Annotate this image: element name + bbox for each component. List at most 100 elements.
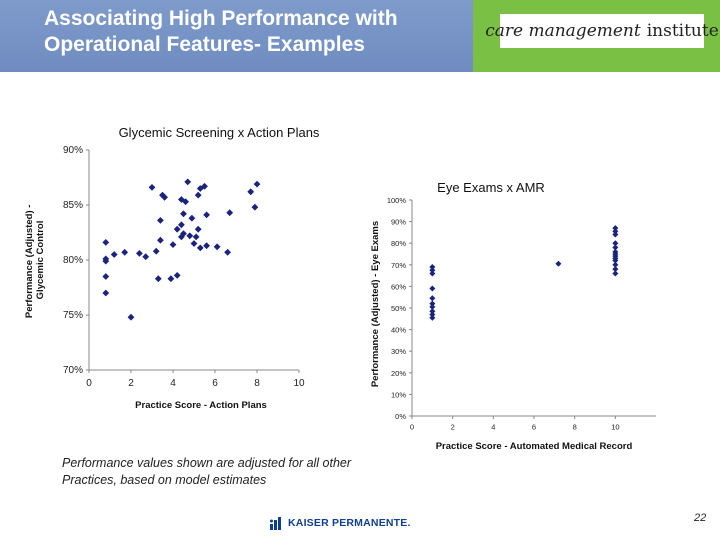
chart1-point <box>167 275 175 283</box>
chart2-point <box>612 257 619 264</box>
chart1-xtick-label: 10 <box>293 378 305 389</box>
brand-suffix: institute <box>646 21 719 41</box>
chart2-point <box>429 263 436 270</box>
chart1-point <box>178 221 185 229</box>
chart2-ytick-label: 60% <box>391 282 406 291</box>
chart2-title: Eye Exams x AMR <box>437 180 545 195</box>
chart1-point <box>152 247 160 255</box>
chart2-ytick-label: 80% <box>391 239 406 248</box>
chart1-point <box>194 225 202 233</box>
chart1-point <box>136 250 143 257</box>
chart1-point <box>253 180 261 188</box>
chart1-xtick-label: 8 <box>254 378 260 389</box>
chart1-point <box>161 193 168 201</box>
chart2-ytick-label: 0% <box>395 412 406 421</box>
chart1-point <box>178 196 185 203</box>
chart1-point <box>148 184 156 191</box>
chart2-xtick-label: 8 <box>573 423 577 432</box>
chart2-point <box>429 300 436 307</box>
chart2-ytick-label: 70% <box>391 261 406 270</box>
chart1-point <box>190 240 198 247</box>
chart2-point <box>612 261 619 268</box>
chart1-point <box>180 210 187 218</box>
chart1-point <box>154 275 162 283</box>
chart1-point <box>102 273 110 280</box>
chart2-point <box>429 270 436 277</box>
chart2-ytick-label: 90% <box>391 218 406 227</box>
chart1-ylabel: Performance (Adjusted) - Glycemic Contro… <box>24 202 46 318</box>
chart2-point <box>429 285 436 292</box>
chart1-point <box>157 236 164 244</box>
chart2-ytick-label: 20% <box>391 369 406 378</box>
chart2-point <box>612 244 619 251</box>
chart1-point <box>127 313 135 321</box>
chart1-point <box>194 191 202 199</box>
kaiser-emblem-icon <box>270 517 281 530</box>
chart2-point <box>429 303 436 310</box>
brand-name: care management <box>485 21 641 41</box>
chart1-point <box>251 203 259 211</box>
chart1-point <box>121 248 129 256</box>
chart1-point <box>142 253 150 261</box>
chart2-xtick-label: 4 <box>491 423 495 432</box>
chart1-point <box>196 244 204 252</box>
chart1-point <box>173 225 181 233</box>
chart1-point <box>203 211 210 219</box>
chart1-ytick-label: 90% <box>63 145 83 156</box>
chart2-point <box>612 228 619 235</box>
chart2-ytick-label: 40% <box>391 326 406 335</box>
chart1-title: Glycemic Screening x Action Plans <box>119 125 320 140</box>
chart2-ytick-label: 30% <box>391 347 406 356</box>
chart2-point <box>429 314 436 321</box>
chart2-point <box>429 308 436 315</box>
kaiser-logo: KAISER PERMANENTE. <box>268 514 411 532</box>
page-number: 22 <box>694 512 707 524</box>
chart1-ytick-label: 75% <box>63 310 83 321</box>
chart2-point <box>612 266 619 273</box>
chart1-point <box>173 272 181 279</box>
chart1-xtick-label: 6 <box>212 378 218 389</box>
chart1-point <box>247 188 255 196</box>
chart1-point <box>224 248 231 256</box>
chart2-point <box>612 225 619 232</box>
chart-glycemic: Glycemic Screening x Action Plans 70% 75%… <box>24 125 320 411</box>
chart2-ytick-label: 10% <box>391 390 406 399</box>
chart1-ytick-label: 85% <box>63 200 83 211</box>
brand-logo: care management institute <box>485 14 719 48</box>
chart1-point <box>226 209 234 217</box>
chart1-point <box>178 233 185 241</box>
chart1-point <box>102 289 110 297</box>
chart1-point <box>186 232 194 240</box>
chart1-xtick-label: 0 <box>86 378 92 389</box>
chart2-ylabel: Performance (Adjusted) - Eye Exams <box>370 221 381 387</box>
chart1-point <box>169 241 177 248</box>
chart2-point <box>612 231 619 238</box>
chart1-point <box>102 239 110 246</box>
chart1-xtick-label: 4 <box>170 378 176 389</box>
slide-title: Associating High Performance with Operat… <box>44 7 398 56</box>
chart1-point <box>192 233 200 241</box>
chart1-point <box>188 214 196 222</box>
chart2-point <box>555 260 562 267</box>
chart1-point <box>184 178 192 186</box>
chart2-xtick-label: 0 <box>410 423 414 432</box>
chart1-point <box>180 230 187 237</box>
chart2-xtick-label: 2 <box>451 423 455 432</box>
chart1-xlabel: Practice Score - Action Plans <box>135 400 267 411</box>
footnote: Performance values shown are adjusted fo… <box>62 456 352 487</box>
chart1-ytick-label: 70% <box>63 365 83 376</box>
chart2-point <box>612 240 619 247</box>
chart1-point <box>182 198 189 206</box>
chart2-ytick-label: 100% <box>387 196 407 205</box>
chart2-point <box>429 311 436 318</box>
chart1-ytick-label: 80% <box>63 255 83 266</box>
kaiser-logo-text: KAISER PERMANENTE. <box>288 517 411 529</box>
chart1-xtick-label: 2 <box>128 378 134 389</box>
chart2-point <box>612 270 619 277</box>
chart2-ytick-label: 50% <box>391 304 406 313</box>
chart-eye-exams: Eye Exams x AMR 0% 10% 20% 30% 40% 50% 60% 70% 8… <box>370 180 656 452</box>
chart1-point <box>157 217 164 224</box>
chart2-xlabel: Practice Score - Automated Medical Recor… <box>436 441 633 452</box>
chart1-point <box>203 242 210 250</box>
